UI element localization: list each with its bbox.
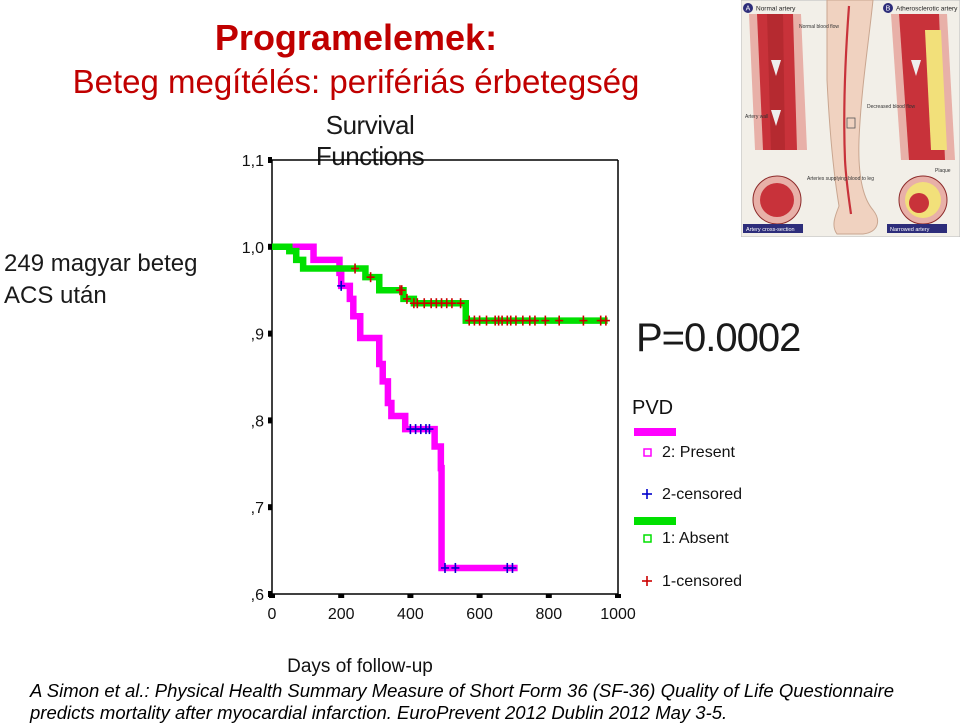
censored-mark — [351, 263, 360, 274]
censored-mark — [555, 315, 564, 326]
panel-a-label: A — [746, 6, 751, 13]
y-tick — [268, 330, 272, 337]
y-tick — [268, 417, 272, 424]
x-tick-label: 600 — [466, 606, 493, 623]
censored-mark — [441, 562, 449, 573]
y-tick-label: ,8 — [251, 413, 264, 430]
censored-mark — [579, 315, 588, 326]
citation: A Simon et al.: Physical Health Summary … — [30, 680, 950, 724]
legend-label: 1-censored — [662, 573, 742, 590]
x-axis-label: Days of follow-up — [287, 656, 433, 677]
legend-marker-square — [643, 448, 652, 457]
legend-line-swatch — [634, 428, 676, 436]
citation-line: predicts mortality after myocardial infa… — [30, 702, 728, 723]
censored-mark — [420, 298, 429, 309]
censored-mark — [475, 315, 484, 326]
censored-mark — [508, 562, 517, 573]
censored-mark — [456, 298, 465, 309]
cohort-note-line: 249 magyar beteg — [4, 250, 198, 277]
x-tick — [476, 594, 483, 598]
y-tick-label: ,7 — [251, 500, 264, 517]
censored-mark — [337, 280, 346, 291]
censored-mark — [451, 562, 460, 573]
slide-subtitle: Beteg megítélés: perifériás érbetegség — [72, 63, 640, 100]
illus-label: Artery wall — [745, 114, 768, 120]
illus-label: Normal blood flow — [799, 24, 839, 30]
panel-a-badge — [743, 3, 753, 13]
survival-curve — [272, 243, 518, 572]
legend-label: 2: Present — [662, 444, 735, 461]
illus-label: Narrowed artery — [890, 227, 930, 233]
legend-title: PVD — [632, 397, 673, 419]
legend-marker-plus — [642, 489, 652, 499]
illus-label: Arteries supplying blood to leg — [807, 176, 874, 182]
censored-mark — [518, 315, 527, 326]
censored-mark — [601, 315, 610, 326]
y-tick-label: 1,1 — [242, 153, 264, 170]
censored-mark — [366, 272, 375, 283]
x-tick — [615, 594, 621, 598]
chart-title: Survival Functions — [315, 110, 425, 171]
censored-mark — [413, 298, 422, 309]
p-value: P=0.0002 — [636, 316, 801, 360]
x-tick — [269, 594, 275, 598]
panel-a-title: Normal artery — [756, 6, 796, 13]
legend-marker-plus — [642, 576, 652, 586]
cohort-note: 249 magyar beteg ACS után — [4, 248, 197, 312]
citation-line: A Simon et al.: Physical Health Summary … — [30, 680, 895, 701]
illus-label: Plaque — [935, 168, 951, 174]
panel-b-label: B — [886, 6, 891, 13]
x-tick — [407, 594, 414, 598]
artery-illustration: A Normal artery B Atherosclerotic artery… — [741, 0, 960, 237]
y-tick-label: 1,0 — [242, 240, 264, 257]
censored-mark — [425, 424, 434, 435]
illus-label: Artery cross-section — [746, 227, 795, 233]
legend-line-swatch — [634, 517, 676, 525]
censored-mark — [482, 315, 491, 326]
censored-mark — [511, 315, 520, 326]
cohort-note-line: ACS után — [4, 282, 107, 309]
x-tick-label: 400 — [397, 606, 424, 623]
y-tick — [268, 157, 272, 163]
legend-label: 2-censored — [662, 486, 742, 503]
x-tick — [338, 594, 345, 598]
panel-b-title: Atherosclerotic artery — [896, 6, 958, 13]
y-tick-label: ,9 — [251, 327, 264, 344]
legend-label: 1: Absent — [662, 530, 729, 547]
y-tick — [268, 243, 272, 250]
censored-mark — [402, 293, 411, 304]
censored-mark — [530, 315, 539, 326]
censored-mark — [447, 298, 456, 309]
x-tick-label: 200 — [328, 606, 355, 623]
illus-label: Decreased blood flow — [867, 104, 915, 110]
x-tick-label: 800 — [535, 606, 562, 623]
y-tick-label: ,6 — [251, 587, 264, 604]
slide-title: Programelemek: — [214, 17, 498, 58]
x-tick-label: 1000 — [600, 606, 636, 623]
panel-b-badge — [883, 3, 893, 13]
censored-mark — [397, 285, 406, 296]
illus-caption-bg — [887, 224, 947, 233]
legend-marker-square — [643, 534, 652, 543]
y-tick — [268, 504, 272, 511]
illus-caption-bg — [743, 224, 803, 233]
censored-mark — [541, 315, 550, 326]
x-tick-label: 0 — [268, 606, 277, 623]
x-tick — [545, 594, 552, 598]
